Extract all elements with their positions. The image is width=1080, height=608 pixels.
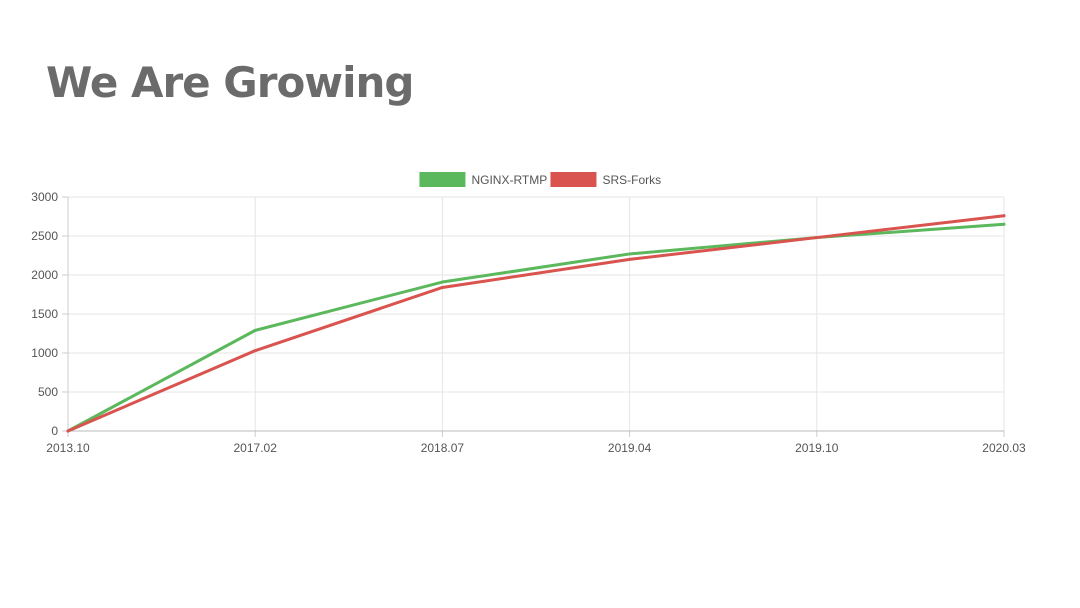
- series-line-srs-forks: [66, 214, 1006, 433]
- grid-lines: [68, 196, 1005, 431]
- legend-label-nginx-rtmp: NGINX-RTMP: [471, 173, 547, 187]
- data-point: [440, 285, 444, 289]
- x-tick-label: 2018.07: [421, 441, 465, 455]
- data-point: [66, 429, 70, 433]
- y-tick-labels: 0 500 1000 1500 2000 2500 3000: [31, 190, 58, 438]
- slide-title: We Are Growing: [46, 58, 414, 107]
- x-tick-labels: 2013.10 2017.02 2018.07 2019.04 2019.10 2020.…: [46, 441, 1026, 455]
- data-point: [815, 236, 819, 240]
- x-tick-label: 2013.10: [46, 441, 90, 455]
- legend-swatch-srs-forks: [550, 172, 597, 187]
- y-tick-label: 1500: [31, 307, 58, 321]
- x-tick-label: 2019.04: [608, 441, 652, 455]
- x-tick-label: 2017.02: [234, 441, 278, 455]
- legend: NGINX-RTMP SRS-Forks: [419, 172, 661, 187]
- y-tick-label: 0: [51, 424, 58, 438]
- data-point: [253, 349, 257, 353]
- data-point: [440, 280, 444, 284]
- y-tick-label: 500: [38, 385, 58, 399]
- data-point: [253, 328, 257, 332]
- data-point: [1002, 214, 1006, 218]
- data-point: [1002, 222, 1006, 226]
- y-tick-label: 2000: [31, 268, 58, 282]
- axes: [62, 196, 1005, 437]
- y-tick-label: 3000: [31, 190, 58, 204]
- y-tick-label: 2500: [31, 229, 58, 243]
- data-point: [628, 257, 632, 261]
- x-tick-label: 2019.10: [795, 441, 839, 455]
- data-point: [628, 252, 632, 256]
- legend-label-srs-forks: SRS-Forks: [602, 173, 661, 187]
- series-lines: [66, 214, 1006, 433]
- y-tick-label: 1000: [31, 346, 58, 360]
- x-tick-label: 2020.03: [982, 441, 1026, 455]
- legend-swatch-nginx-rtmp: [419, 172, 466, 187]
- series-line-nginx-rtmp: [66, 222, 1006, 433]
